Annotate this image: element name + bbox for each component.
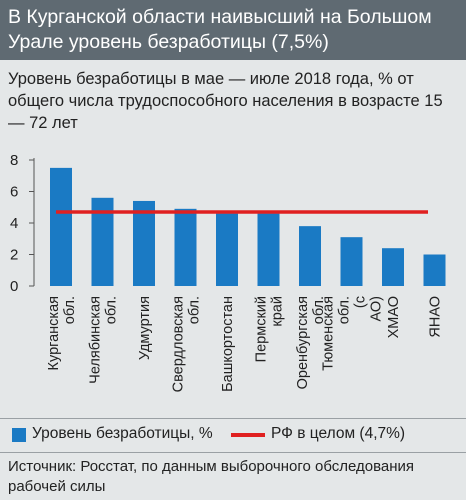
x-tick-label: Тюменскаяобл.(сАО) xyxy=(321,296,385,371)
legend-line-swatch xyxy=(231,433,265,437)
chart-title: В Курганской области наивысший на Большо… xyxy=(8,6,432,53)
bar-4 xyxy=(174,208,197,286)
bar-9 xyxy=(382,248,404,286)
bar-7 xyxy=(299,226,321,286)
x-tick-label: Челябинскаяобл. xyxy=(88,296,120,384)
x-tick-label: Свердловскаяобл. xyxy=(171,296,203,392)
x-tick-label: Оренбургскаяобл. xyxy=(295,296,327,389)
bar-2 xyxy=(91,197,114,286)
bar-10 xyxy=(423,254,446,286)
chart-subtitle: Уровень безработицы в мае — июле 2018 го… xyxy=(8,70,443,132)
y-tick-label: 2 xyxy=(10,247,18,264)
title-banner: В Курганской области наивысший на Большо… xyxy=(0,0,466,60)
x-tick-label: ХМАО xyxy=(386,296,402,338)
bar-5 xyxy=(216,213,238,286)
bar-8 xyxy=(340,237,363,286)
x-tick-label: Башкортостан xyxy=(220,296,236,392)
source-divider xyxy=(0,452,466,453)
x-tick-label: Пермскийкрай xyxy=(254,296,286,362)
bar-chart: 0 2 4 6 8 Курганскаяобл. Челябинскаяобл. Удмурт… xyxy=(10,152,446,392)
legend-line-label: РФ в целом (4,7%) xyxy=(271,425,406,442)
legend-bar-label: Уровень безработицы, % xyxy=(32,425,213,442)
x-tick-label: Удмуртия xyxy=(137,296,153,360)
legend-divider xyxy=(0,418,466,419)
legend-bar-swatch xyxy=(12,428,26,442)
bar-1 xyxy=(50,167,72,286)
y-tick-label: 6 xyxy=(10,184,18,201)
x-tick-label: Курганскаяобл. xyxy=(46,296,78,370)
y-tick-label: 0 xyxy=(10,278,18,295)
y-tick-label: 8 xyxy=(10,152,18,169)
bar-3 xyxy=(133,200,155,286)
x-tick-label: ЯНАО xyxy=(428,296,444,338)
source-note: Источник: Росстат, по данным выборочного… xyxy=(8,458,415,495)
y-tick-label: 4 xyxy=(10,215,18,232)
bar-6 xyxy=(257,213,280,286)
